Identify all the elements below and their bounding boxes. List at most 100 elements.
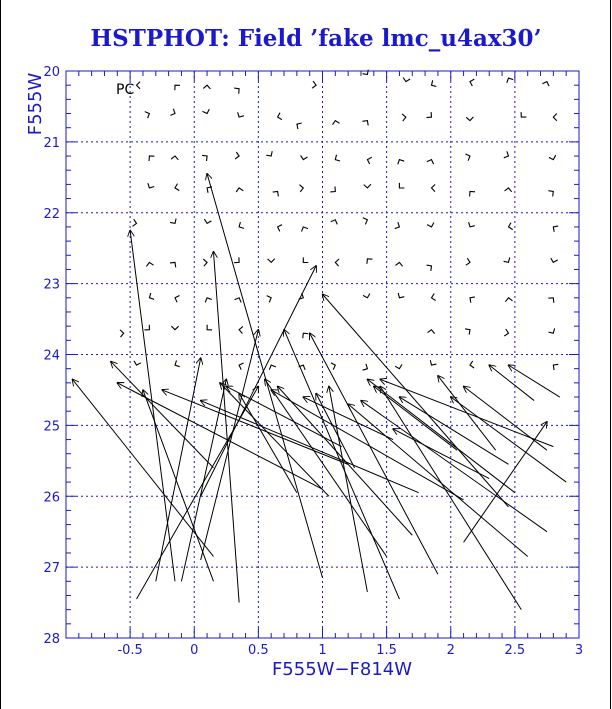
short-arrow-mark	[330, 219, 338, 225]
long-arrow-mark	[489, 365, 535, 401]
short-arrow-mark	[206, 324, 213, 331]
long-arrow-mark	[399, 397, 509, 465]
short-arrow-mark	[548, 328, 556, 334]
x-tick-label: 3	[575, 643, 583, 658]
short-arrow-mark	[276, 112, 283, 121]
short-arrow-mark	[504, 297, 513, 303]
short-arrow-mark	[296, 122, 302, 130]
long-arrow-mark	[201, 401, 419, 494]
short-arrow-mark	[171, 325, 179, 331]
short-arrow-mark	[276, 224, 283, 232]
short-arrow-mark	[542, 80, 550, 87]
short-arrow-mark	[169, 218, 177, 225]
short-arrow-mark	[363, 183, 372, 189]
short-arrow-mark	[465, 153, 471, 161]
short-arrow-mark	[465, 257, 471, 266]
short-arrow-mark	[235, 187, 244, 193]
short-arrow-mark	[397, 158, 405, 165]
short-arrow-mark	[550, 257, 558, 264]
y-tick-label: 28	[43, 632, 60, 647]
long-arrow-mark	[278, 386, 413, 536]
long-arrow-mark	[284, 330, 400, 600]
short-arrow-mark	[402, 77, 411, 83]
short-arrow-mark	[132, 218, 138, 227]
short-arrow-mark	[394, 364, 403, 370]
y-tick-label: 24	[43, 349, 60, 364]
short-arrow-mark	[311, 80, 317, 89]
short-arrow-mark	[366, 156, 373, 165]
long-arrow-mark	[72, 379, 214, 557]
short-arrow-mark	[548, 297, 555, 303]
short-arrow-mark	[202, 84, 211, 90]
short-arrow-mark	[268, 364, 277, 370]
long-arrow-mark	[239, 393, 298, 493]
long-arrow-mark	[200, 266, 316, 497]
short-arrow-mark	[302, 257, 309, 264]
long-arrow-mark	[316, 393, 356, 469]
short-arrow-mark	[202, 258, 208, 267]
short-arrow-mark	[394, 222, 401, 230]
short-arrow-mark	[302, 332, 309, 339]
short-arrow-mark	[468, 221, 475, 228]
long-arrow-mark	[508, 365, 561, 398]
short-arrow-mark	[135, 81, 141, 90]
short-arrow-mark	[548, 190, 554, 197]
short-arrow-mark	[503, 257, 511, 264]
short-arrow-mark	[426, 222, 435, 228]
short-arrow-mark	[362, 363, 369, 371]
short-arrow-mark	[234, 87, 240, 94]
short-arrow-mark	[238, 362, 244, 370]
long-arrow-mark	[265, 379, 388, 557]
short-arrow-mark	[206, 186, 213, 193]
short-arrow-mark	[430, 293, 437, 302]
long-arrow-mark	[438, 376, 497, 451]
axis-ticks: -0.5 0 0.5 1 1.5 2 2.5 3 20 21 22 23 24 25 26 27 28	[43, 65, 583, 658]
short-arrow-mark	[202, 108, 210, 115]
y-tick-label: 26	[43, 490, 60, 505]
grid	[66, 71, 579, 638]
long-arrow-mark	[451, 397, 567, 483]
long-arrow-mark	[200, 330, 259, 561]
long-arrow-mark	[117, 383, 323, 490]
short-arrow-mark	[174, 295, 180, 303]
short-arrow-mark	[469, 360, 475, 369]
short-arrow-mark	[238, 221, 245, 229]
y-tick-label: 20	[43, 65, 60, 80]
short-arrow-mark	[552, 113, 558, 122]
x-tick-label: 0.5	[248, 643, 269, 658]
short-arrow-mark	[426, 158, 435, 165]
short-arrow-mark	[506, 77, 514, 83]
chart-title: HSTPHOT: Field ’fake lmc_u4ax30’	[90, 25, 541, 52]
short-arrow-mark	[330, 186, 336, 193]
short-arrow-mark	[469, 78, 475, 87]
short-arrow-mark	[299, 184, 305, 193]
short-arrow-mark	[237, 112, 245, 118]
y-tick-label: 21	[43, 136, 60, 151]
short-arrow-mark	[469, 190, 476, 197]
x-tick-label: -0.5	[117, 643, 142, 658]
short-arrow-mark	[266, 295, 272, 303]
y-axis-title: F555W	[25, 73, 46, 136]
short-arrow-mark	[234, 297, 242, 303]
short-arrow-mark	[401, 113, 407, 122]
short-arrow-mark	[170, 155, 179, 161]
short-arrow-mark	[133, 360, 142, 366]
short-arrow-mark	[398, 182, 405, 189]
short-arrow-mark	[148, 292, 155, 300]
long-arrow-mark	[143, 390, 214, 582]
short-arrow-mark	[174, 360, 180, 368]
short-arrow-mark	[465, 328, 471, 335]
short-arrow-mark	[147, 183, 155, 189]
x-tick-label: 2	[447, 643, 455, 658]
long-arrow-mark	[374, 386, 458, 451]
short-arrow-mark	[148, 155, 155, 162]
x-tick-label: 2.5	[505, 643, 526, 658]
short-arrow-mark	[465, 116, 474, 122]
short-arrow-mark	[144, 111, 151, 119]
short-arrow-mark	[469, 296, 475, 303]
short-arrow-mark	[503, 328, 510, 337]
x-tick-label: 1.5	[376, 643, 397, 658]
short-arrow-mark	[366, 258, 373, 264]
x-tick-label: 1	[318, 643, 326, 658]
